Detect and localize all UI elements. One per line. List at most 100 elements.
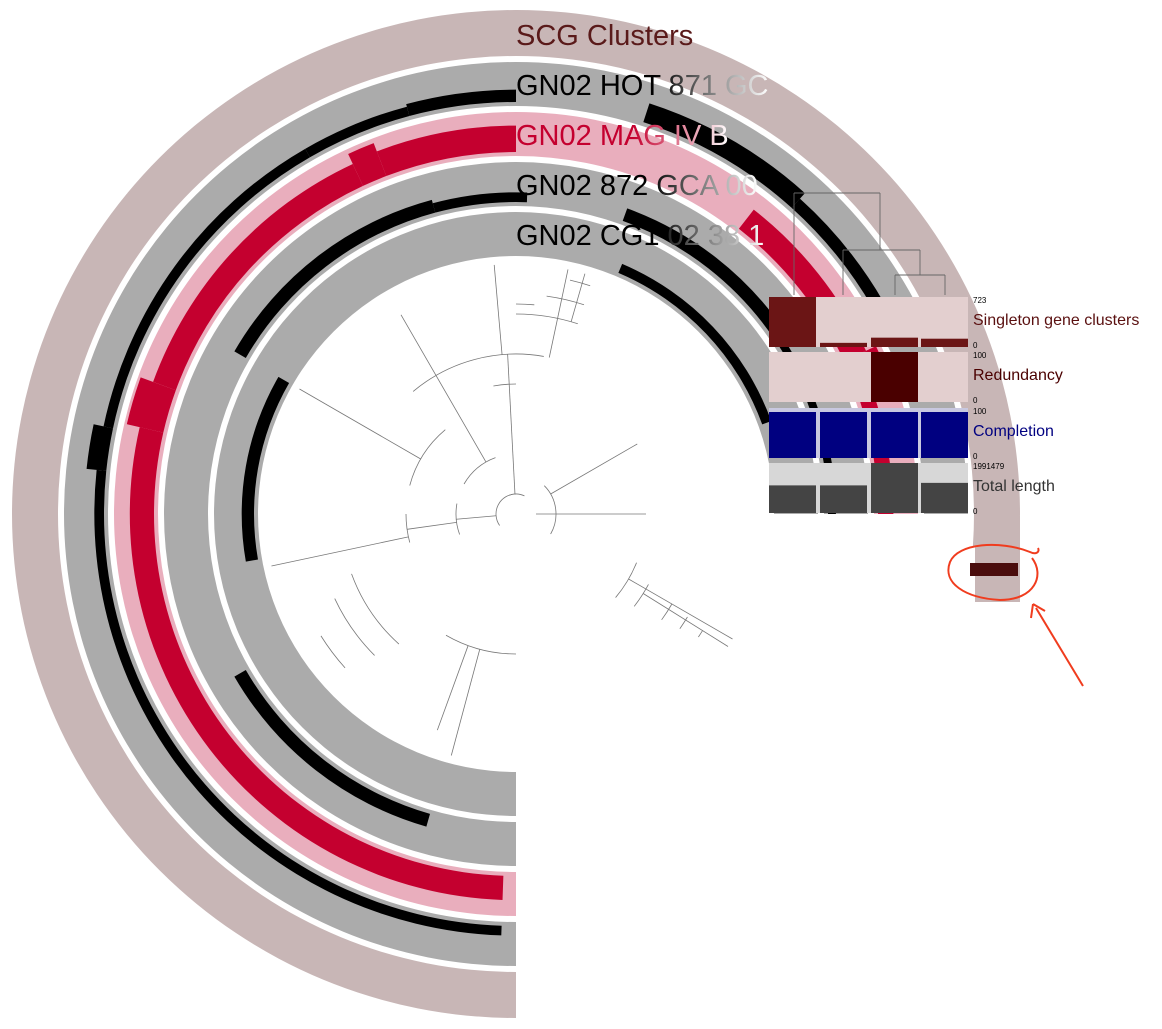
tree-branch [400, 314, 437, 376]
red-arrow-head [1030, 603, 1046, 619]
tree-arc [412, 359, 475, 392]
ring-segment-g872 [432, 192, 528, 213]
tree-arc [544, 485, 557, 535]
tree-arc [569, 279, 591, 287]
bar-singleton-genome-2 [820, 342, 867, 347]
tree-arc [615, 562, 637, 598]
bar-title-completion: Completion [973, 423, 1054, 440]
tree-arc [495, 493, 517, 526]
bar-length-genome-4 [921, 482, 968, 513]
tree-arc [546, 295, 585, 306]
bar-axis-min: 0 [973, 396, 978, 405]
ring-g872 [164, 162, 868, 866]
ring-separator [7, 5, 1025, 1023]
concentric-layer-rings [7, 5, 1025, 1023]
highlight-annotation [947, 514, 1084, 687]
layer-label-gn02-872: GN02 872 GCA 00 [516, 170, 758, 202]
ring-cg1 [214, 212, 818, 816]
red-arrow-line [1035, 607, 1084, 687]
genome-dendrogram [793, 192, 946, 295]
layer-label-scg-clusters: SCG Clusters [516, 20, 693, 52]
tree-arc [445, 634, 517, 655]
tree-branch [436, 645, 469, 731]
tree-arc [633, 584, 649, 607]
ring-separator [209, 207, 823, 821]
bar-completion-genome-3 [871, 412, 918, 458]
ring-segment-hot871 [791, 198, 884, 308]
tree-branch [407, 521, 457, 530]
bar-axis-min: 0 [973, 507, 978, 516]
tree-arc [463, 457, 496, 485]
tree-branch [299, 388, 421, 460]
ring-hot871 [64, 62, 968, 966]
tree-branch [628, 578, 733, 640]
bar-layer-singleton: 723 0 Singleton gene clusters [769, 296, 1139, 350]
bar-length-genome-1 [769, 485, 816, 513]
bar-layer-length: 1991479 0 Total length [769, 462, 1055, 516]
tree-arc [409, 429, 446, 486]
layer-label-gn02-cg1: GN02 CG1 02 38 1 [516, 220, 764, 252]
red-circle-annotation [947, 543, 1040, 602]
tree-branch [271, 536, 409, 567]
ring-scg [12, 10, 1020, 1018]
tree-arc [405, 513, 411, 543]
bar-axis-min: 0 [973, 452, 978, 461]
ring-separator [109, 107, 923, 921]
tree-branch [642, 593, 729, 647]
scg-cluster-bin-highlight [975, 516, 1020, 602]
tree-arc [334, 598, 375, 656]
tree-branch [548, 269, 569, 358]
ring-segment-hot871 [305, 106, 410, 158]
tree-arc [515, 303, 535, 306]
ring-background-scg [12, 10, 1020, 1018]
gene-cluster-dendrogram [271, 264, 733, 756]
layer-labels: SCG Clusters GN02 HOT 871 GC GN02 MAG IV… [516, 20, 769, 252]
bar-axis-max: 1991479 [973, 462, 1005, 471]
tree-arc [474, 353, 544, 360]
tree-arc [493, 383, 517, 387]
tree-arc [509, 493, 525, 497]
bar-redundancy-genome-3 [871, 352, 918, 402]
bar-completion-genome-4 [921, 412, 968, 458]
bar-layer-redundancy: 100 0 Redundancy [769, 351, 1063, 405]
tree-arc [679, 616, 688, 629]
ring-segment-mag [126, 377, 176, 433]
tree-branch [507, 354, 516, 495]
bar-title-singleton: Singleton gene clusters [973, 312, 1139, 329]
ring-segment-mag [376, 125, 516, 177]
scg-cluster-mark [970, 563, 1018, 576]
bar-axis-max: 723 [973, 296, 987, 305]
tree-arc [515, 313, 578, 325]
tree-branch [493, 264, 503, 355]
ring-segment-g872 [234, 199, 436, 358]
bar-title-length: Total length [973, 478, 1055, 495]
ring-background-g872 [164, 162, 868, 866]
bar-completion-genome-1 [769, 412, 816, 458]
bar-singleton-genome-4 [921, 338, 968, 347]
bar-layer-completion: 100 0 Completion [769, 407, 1054, 461]
bar-axis-max: 100 [973, 351, 987, 360]
bar-length-genome-3 [871, 463, 918, 513]
ring-segment-mag [153, 163, 364, 391]
tree-arc [698, 630, 703, 638]
bar-length-genome-2 [820, 485, 867, 513]
tree-branch [570, 273, 586, 322]
ring-background-cg1 [214, 212, 818, 816]
ring-segment-hot871 [406, 89, 516, 117]
bar-singleton-genome-3 [871, 337, 918, 347]
tree-branch [450, 649, 481, 756]
tree-branch [435, 375, 487, 463]
ring-separator [59, 57, 973, 971]
ring-segment-cg1 [618, 263, 772, 425]
bar-axis-max: 100 [973, 407, 987, 416]
bar-title-redundancy: Redundancy [973, 367, 1063, 384]
ring-segment-cg1 [241, 376, 290, 562]
tree-branch [550, 443, 638, 495]
ring-segment-hot871 [643, 103, 805, 208]
tree-branch [456, 515, 497, 520]
layer-label-gn02-mag-iv-b: GN02 MAG IV B [516, 120, 729, 152]
ring-segment-hot871 [86, 424, 114, 471]
ring-segment-mag [348, 143, 387, 186]
